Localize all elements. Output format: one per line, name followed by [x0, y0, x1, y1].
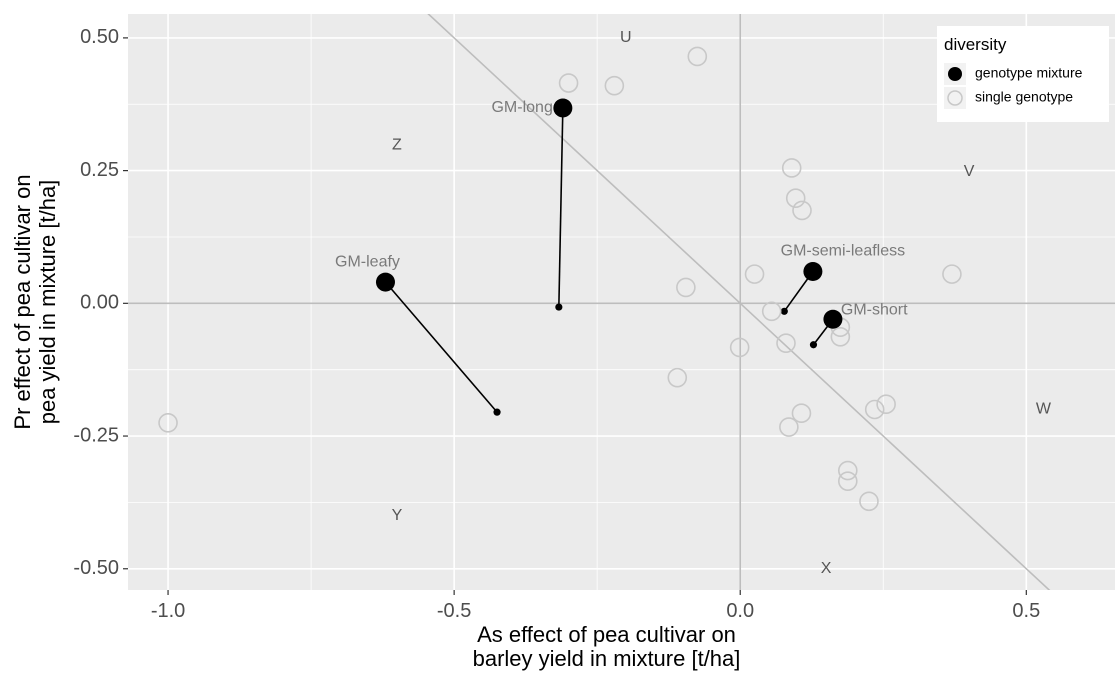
- legend-key-symbol: [947, 90, 963, 106]
- legend-entry-label: genotype mixture: [975, 65, 1083, 81]
- region-label: Y: [392, 507, 403, 524]
- single-genotype-point: [792, 200, 812, 221]
- mixture-point-label: GM-short: [841, 301, 908, 318]
- shift-arrow: [558, 107, 567, 308]
- arrow-origin-point: [809, 341, 818, 349]
- genotype-mixture-point: [553, 98, 573, 118]
- region-label: V: [964, 163, 975, 180]
- mixture-point-label: GM-leafy: [335, 253, 400, 270]
- single-genotype-point: [158, 412, 178, 433]
- genotype-mixture-point: [803, 261, 823, 281]
- single-genotype-point: [837, 460, 858, 481]
- region-label: W: [1036, 401, 1052, 418]
- x-tick-label: -0.5: [437, 600, 471, 622]
- y-tick-label: -0.50: [73, 557, 119, 579]
- x-tick-label: -1.0: [151, 600, 185, 622]
- x-axis-title: barley yield in mixture [t/ha]: [473, 646, 741, 671]
- single-genotype-point: [744, 264, 765, 284]
- y-tick-label: -0.25: [73, 424, 119, 446]
- single-genotype-point: [781, 158, 802, 178]
- single-genotype-point: [558, 73, 579, 93]
- single-genotype-point: [876, 394, 896, 414]
- single-genotype-point: [776, 333, 796, 353]
- mixture-point-label: GM-long: [491, 99, 552, 116]
- region-label: U: [620, 29, 632, 46]
- y-tick-label: 0.25: [80, 159, 119, 181]
- x-tick-label: 0.5: [1012, 600, 1040, 622]
- genotype-mixture-point: [375, 272, 395, 292]
- single-genotype-point: [837, 471, 858, 491]
- mixture-point-label: GM-semi-leafless: [781, 243, 905, 260]
- single-genotype-point: [687, 46, 708, 67]
- arrow-origin-point: [555, 303, 563, 311]
- single-genotype-point: [779, 417, 799, 437]
- y-tick-label: 0.00: [80, 292, 119, 314]
- y-tick-label: 0.50: [80, 26, 119, 48]
- legend-title: diversity: [944, 35, 1007, 54]
- single-genotype-point: [729, 337, 750, 358]
- y-axis-title: pea yield in mixture [t/ha]: [35, 180, 60, 425]
- x-axis-title: As effect of pea cultivar on: [477, 622, 736, 647]
- single-genotype-point: [785, 188, 806, 209]
- single-genotype-point: [859, 491, 879, 512]
- single-genotype-point: [761, 301, 782, 322]
- genotype-mixture-point: [823, 309, 843, 329]
- x-tick-label: 0.0: [726, 600, 754, 622]
- y-axis-title: Pr effect of pea cultivar on: [10, 174, 35, 429]
- single-genotype-point: [676, 277, 696, 298]
- single-genotype-point: [864, 399, 885, 420]
- legend-key-background: [944, 87, 966, 109]
- diagonal-reference-line: [427, 14, 1051, 590]
- region-label: X: [821, 560, 832, 577]
- single-genotype-point: [667, 367, 688, 388]
- shift-arrow: [384, 281, 498, 413]
- single-genotype-point: [604, 75, 625, 96]
- single-genotype-point: [830, 326, 851, 347]
- single-genotype-point: [791, 403, 812, 424]
- region-label: Z: [392, 136, 402, 153]
- arrow-origin-point: [493, 408, 501, 416]
- legend-key-symbol: [948, 67, 962, 81]
- arrow-origin-point: [780, 307, 788, 315]
- single-genotype-point: [942, 264, 962, 284]
- legend-entry-label: single genotype: [975, 89, 1073, 105]
